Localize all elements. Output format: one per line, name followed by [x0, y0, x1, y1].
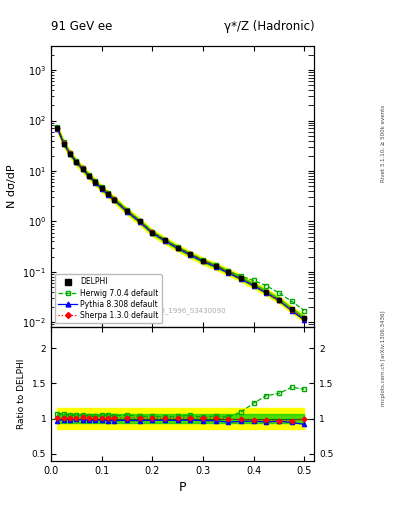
Legend: DELPHI, Herwig 7.0.4 default, Pythia 8.308 default, Sherpa 1.3.0 default: DELPHI, Herwig 7.0.4 default, Pythia 8.3… — [55, 274, 162, 323]
Text: Rivet 3.1.10, ≥ 500k events: Rivet 3.1.10, ≥ 500k events — [381, 105, 386, 182]
X-axis label: P: P — [179, 481, 187, 494]
Text: DELPHI_1996_S3430090: DELPHI_1996_S3430090 — [140, 307, 226, 313]
Text: γ*/Z (Hadronic): γ*/Z (Hadronic) — [224, 20, 314, 33]
Y-axis label: Ratio to DELPHI: Ratio to DELPHI — [17, 359, 26, 429]
Text: mcplots.cern.ch [arXiv:1306.3436]: mcplots.cern.ch [arXiv:1306.3436] — [381, 311, 386, 406]
Y-axis label: N dσ/dP: N dσ/dP — [7, 165, 17, 208]
Text: 91 GeV ee: 91 GeV ee — [51, 20, 112, 33]
